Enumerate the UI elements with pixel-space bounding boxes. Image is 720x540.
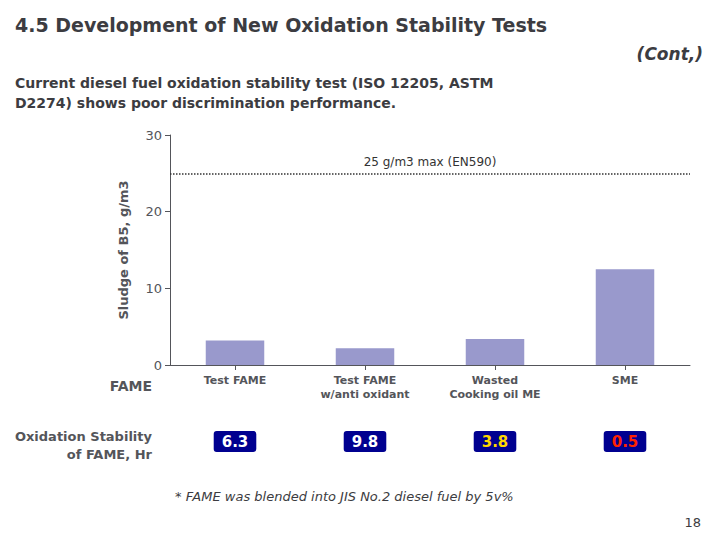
svg-text:6.3: 6.3 [222, 433, 249, 451]
svg-text:of FAME, Hr: of FAME, Hr [67, 447, 153, 462]
svg-text:Test FAME: Test FAME [334, 374, 396, 387]
svg-text:0: 0 [154, 358, 162, 373]
svg-text:Current diesel fuel oxidation: Current diesel fuel oxidation stability … [15, 75, 493, 91]
svg-text:SME: SME [612, 374, 638, 387]
svg-text:w/anti oxidant: w/anti oxidant [320, 388, 409, 401]
svg-text:Sludge of B5, g/m3: Sludge of B5, g/m3 [116, 180, 131, 319]
svg-text:FAME: FAME [110, 378, 152, 394]
svg-text:18: 18 [684, 515, 701, 530]
svg-text:Cooking oil ME: Cooking oil ME [449, 388, 540, 401]
svg-text:Wasted: Wasted [472, 374, 518, 387]
svg-text:20: 20 [145, 204, 162, 219]
svg-text:0.5: 0.5 [612, 433, 639, 451]
svg-text:D2274) shows poor discriminati: D2274) shows poor discrimination perform… [15, 95, 396, 111]
svg-text:(Cont,): (Cont,) [637, 44, 703, 64]
svg-text:* FAME was blended into JIS No: * FAME was blended into JIS No.2 diesel … [175, 489, 514, 504]
svg-text:25 g/m3 max (EN590): 25 g/m3 max (EN590) [364, 155, 497, 169]
svg-text:3.8: 3.8 [482, 433, 509, 451]
svg-text:10: 10 [145, 281, 162, 296]
svg-text:9.8: 9.8 [352, 433, 379, 451]
svg-text:Oxidation Stability: Oxidation Stability [15, 429, 153, 444]
svg-text:Test FAME: Test FAME [204, 374, 266, 387]
svg-text:4.5 Development of New Oxidati: 4.5 Development of New Oxidation Stabili… [15, 14, 547, 36]
svg-text:30: 30 [145, 128, 162, 143]
